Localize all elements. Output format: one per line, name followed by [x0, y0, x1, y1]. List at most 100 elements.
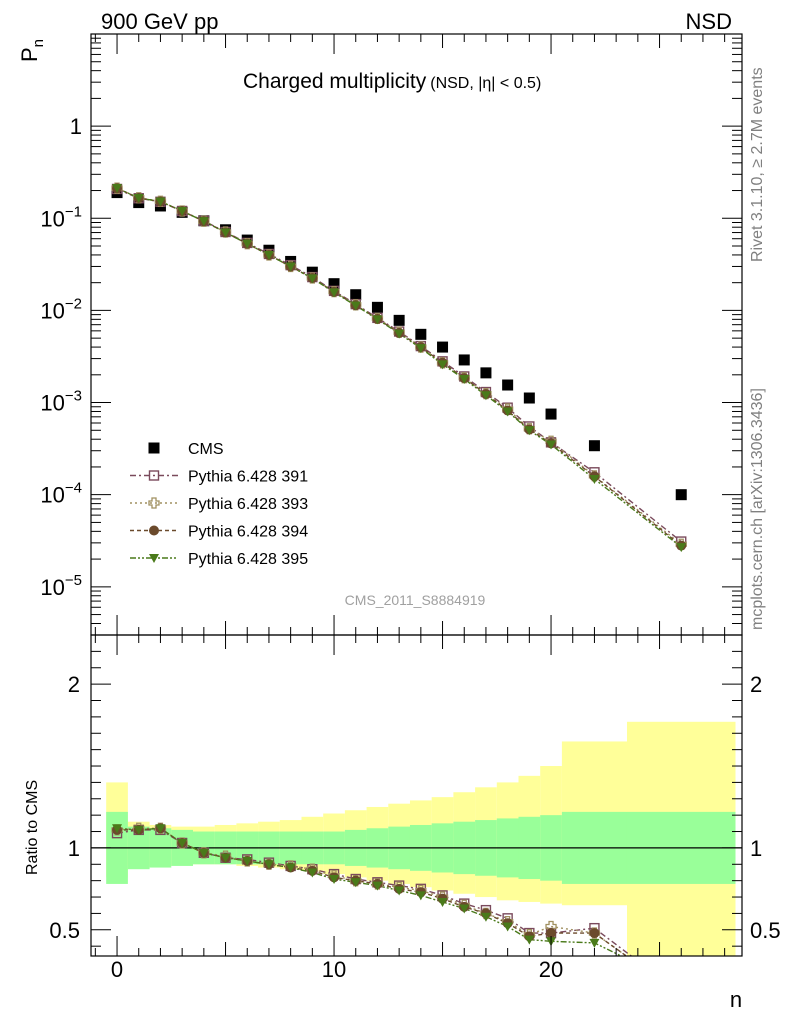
main-line-p393	[116, 187, 682, 545]
ratio-ticks	[91, 634, 742, 956]
legend-label-p393: Pythia 6.428 393	[188, 496, 308, 513]
ratio-data-layer	[111, 822, 633, 956]
ratio-point-p395	[394, 886, 405, 896]
main-ytick-label: 10−4	[40, 480, 82, 508]
main-point-p395	[112, 184, 123, 194]
main-ytick-label: 10−2	[40, 295, 82, 323]
mcplots-label: mcplots.cern.ch [arXiv:1306.3436]	[749, 388, 766, 630]
main-ytick-label-base: 10	[40, 575, 64, 600]
legend: CMS Pythia 6.428 391 Pythia 6.428 393 Pythi…	[130, 441, 308, 568]
ratio-point-p395	[155, 824, 166, 834]
ratio-y-label: Ratio to CMS	[24, 780, 41, 875]
legend-label-p395: Pythia 6.428 395	[188, 551, 308, 568]
xtick-label: 0	[111, 957, 123, 982]
main-ytick-label-base: 10	[40, 298, 64, 323]
main-line-p395	[116, 187, 682, 548]
chart-title-main: Charged multiplicity	[243, 70, 427, 93]
ratio-panel: 0.5 0.51 12 20 10 20 Ratio to CMS n	[24, 634, 781, 1012]
main-y-label-base: P	[17, 47, 42, 62]
main-point-data	[502, 379, 514, 391]
ratio-frame	[90, 634, 743, 957]
main-point-p395	[285, 262, 296, 272]
ratio-ytick-label: 0.5	[49, 918, 80, 943]
main-point-p395	[437, 360, 448, 370]
legend-label-p394: Pythia 6.428 394	[188, 524, 308, 541]
main-point-p395	[502, 407, 513, 417]
ratio-point-p395	[329, 875, 340, 885]
ratio-point-p394	[589, 928, 600, 939]
ratio-point-p395	[242, 857, 253, 867]
ratio-point-p395	[177, 838, 188, 848]
ratio-point-p395	[350, 878, 361, 888]
main-point-p395	[307, 274, 318, 284]
ratio-point-p395	[437, 897, 448, 907]
legend-marker-p394	[149, 525, 159, 536]
main-point-p395	[155, 197, 166, 207]
xtick-label: 10	[322, 957, 346, 982]
ratio-point-p394	[546, 928, 557, 939]
ratio-ytick-label-right: 1	[750, 836, 762, 861]
ratio-point-p395	[589, 938, 600, 948]
main-point-p395	[394, 329, 405, 339]
main-point-data	[371, 301, 383, 313]
legend-marker-data	[148, 442, 160, 454]
chart-title-suffix: (NSD, |η| < 0.5)	[430, 75, 541, 92]
ratio-point-p395	[372, 881, 383, 891]
main-y-label-sub: n	[30, 39, 47, 47]
ratio-point-p395	[112, 824, 123, 834]
main-point-p395	[459, 375, 470, 385]
x-axis-label: n	[730, 987, 742, 1012]
main-point-p395	[263, 250, 274, 260]
ratio-point-p395	[307, 868, 318, 878]
chart-title: Charged multiplicity (NSD, |η| < 0.5)	[243, 70, 541, 93]
main-point-p395	[329, 288, 340, 298]
main-point-p395	[372, 315, 383, 325]
legend-marker-p391	[148, 470, 160, 481]
main-ytick-label-base: 10	[40, 391, 64, 416]
ratio-point-p395	[133, 825, 144, 835]
main-ytick-label-base: 10	[40, 206, 64, 231]
main-ytick-labels: 10−510−410−310−210−11	[40, 114, 82, 600]
main-point-data	[458, 354, 470, 366]
main-point-p395	[676, 543, 687, 553]
main-point-p395	[524, 426, 535, 436]
main-point-data	[328, 278, 340, 290]
main-point-p395	[177, 206, 188, 216]
main-point-data	[523, 392, 535, 404]
main-ytick-label-base: 1	[70, 114, 82, 139]
ratio-point-p395	[263, 860, 274, 870]
main-ytick-label-exp: −5	[65, 572, 82, 589]
main-point-p395	[350, 301, 361, 311]
ratio-ytick-label: 1	[68, 836, 80, 861]
main-line-p391	[116, 188, 682, 543]
ratio-ytick-label-right: 0.5	[750, 918, 781, 943]
main-point-data	[675, 489, 687, 501]
ratio-point-p395	[220, 853, 231, 863]
header-right-label: NSD	[686, 9, 732, 34]
main-ytick-label-exp: −4	[65, 480, 82, 497]
ratio-tick-labels: 0.5 0.51 12 20 10 20	[49, 672, 780, 982]
main-point-p395	[242, 239, 253, 249]
ratio-point-p395	[459, 904, 470, 914]
main-point-p395	[480, 391, 491, 401]
main-point-p395	[133, 193, 144, 203]
main-point-p395	[589, 474, 600, 484]
legend-label-p391: Pythia 6.428 391	[188, 469, 308, 486]
main-ytick-label-base: 10	[40, 483, 64, 508]
ratio-point-p395	[480, 912, 491, 922]
ratio-point-p395	[415, 891, 426, 901]
main-point-data	[393, 314, 405, 326]
main-ytick-label: 10−3	[40, 388, 82, 416]
main-point-p395	[198, 217, 209, 227]
main-point-data	[437, 341, 449, 353]
legend-marker-p393	[148, 497, 160, 509]
main-data-layer	[111, 182, 687, 553]
main-point-p395	[415, 344, 426, 354]
main-point-data	[415, 328, 427, 340]
ratio-point-p395	[524, 935, 535, 945]
ratio-ytick-label-right: 2	[750, 672, 762, 697]
ratio-point-p395	[285, 863, 296, 873]
rivet-label: Rivet 3.1.10, ≥ 2.7M events	[749, 67, 766, 262]
